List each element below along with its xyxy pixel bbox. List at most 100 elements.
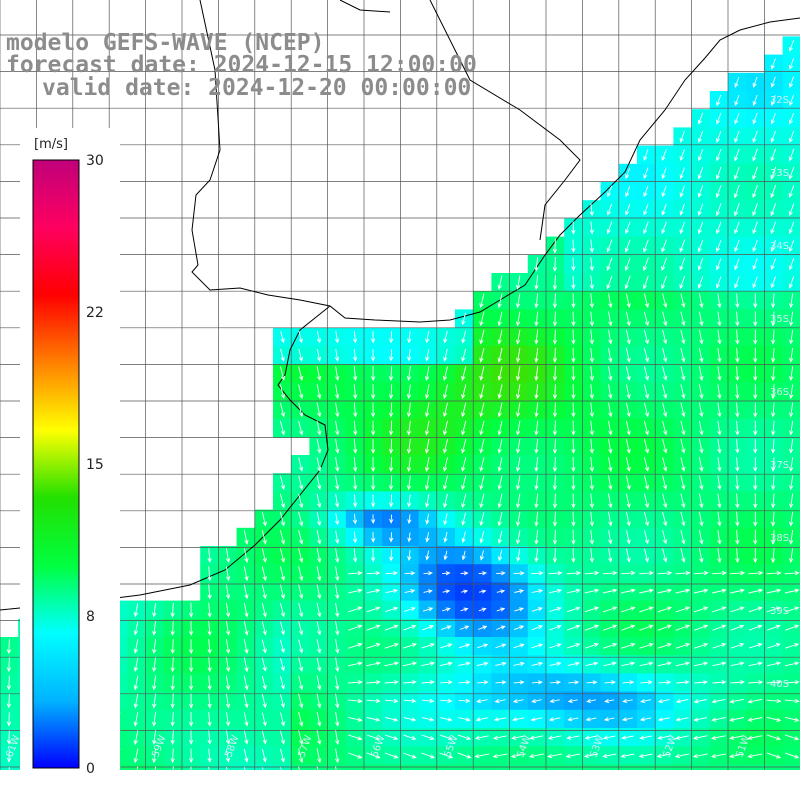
wind-arrow [366, 680, 381, 685]
wind-arrow [770, 112, 776, 125]
wind-arrow [298, 621, 304, 636]
wind-arrow [497, 457, 503, 472]
wind-arrow [625, 439, 631, 454]
wind-arrow [515, 329, 521, 345]
wind-arrow [662, 475, 668, 491]
wind-arrow [479, 550, 485, 561]
colorbar-tick-8: 8 [86, 609, 95, 625]
wind-arrow [423, 571, 433, 576]
wind-arrow [534, 420, 539, 436]
wind-arrow [626, 548, 631, 563]
wind-arrow [608, 493, 613, 509]
wind-arrow [207, 657, 212, 673]
wind-arrow [642, 257, 649, 272]
wind-arrow [752, 130, 758, 143]
wind-arrow [638, 753, 653, 759]
wind-arrow [639, 624, 654, 631]
wind-arrow [621, 624, 636, 631]
wind-arrow [548, 717, 561, 722]
wind-arrow [552, 238, 558, 254]
wind-arrow [534, 438, 539, 454]
wind-arrow [747, 735, 763, 740]
wind-arrow [662, 438, 668, 454]
wind-arrow [717, 311, 722, 327]
wind-arrow [388, 494, 394, 508]
wind-arrow [549, 661, 562, 666]
wind-arrow [531, 643, 544, 649]
wind-arrow [662, 293, 668, 309]
wind-arrow [680, 457, 686, 472]
wind-arrow [497, 420, 503, 436]
wind-arrow [403, 717, 417, 722]
wind-arrow [643, 457, 650, 472]
wind-arrow [461, 312, 467, 326]
wind-arrow [680, 420, 686, 436]
wind-arrow [589, 475, 595, 491]
wind-arrow [461, 348, 467, 362]
wind-arrow [530, 717, 543, 722]
wind-arrow [771, 548, 776, 564]
wind-arrow [366, 642, 381, 649]
wind-arrow [717, 493, 722, 509]
wind-arrow [353, 349, 358, 362]
wind-arrow [458, 661, 471, 666]
wind-arrow [514, 589, 525, 594]
wind-arrow [440, 625, 452, 631]
wind-arrow [461, 475, 467, 491]
wind-arrow [679, 185, 685, 198]
wind-arrow [424, 475, 430, 491]
wind-arrow [552, 311, 558, 327]
wind-arrow [334, 348, 340, 362]
wind-arrow [698, 548, 704, 563]
wind-arrow [586, 680, 598, 685]
wind-arrow [589, 311, 595, 327]
wind-arrow [461, 402, 467, 418]
wind-arrow [353, 438, 358, 454]
wind-arrow [626, 530, 631, 545]
wind-arrow [589, 384, 595, 400]
wind-arrow [552, 529, 558, 545]
wind-arrow [531, 570, 544, 576]
wind-arrow [497, 311, 503, 327]
wind-arrow [353, 366, 358, 382]
wind-arrow [643, 167, 649, 180]
wind-arrow [298, 330, 303, 344]
wind-arrow [697, 203, 704, 216]
wind-arrow [335, 548, 340, 564]
wind-arrow [154, 766, 157, 770]
wind-arrow [679, 221, 686, 235]
wind-arrow [441, 607, 451, 612]
wind-arrow [172, 766, 174, 770]
wind-arrow [643, 402, 650, 418]
wind-arrow [421, 717, 435, 722]
wind-arrow [679, 239, 686, 253]
wind-arrow [730, 606, 745, 613]
wind-arrow [752, 166, 758, 180]
wind-arrow [495, 643, 507, 649]
wind-arrow [716, 94, 722, 107]
wind-arrow [476, 680, 489, 685]
wind-arrow [675, 642, 691, 649]
wind-arrow [735, 511, 740, 527]
wind-arrow [207, 675, 212, 691]
wind-arrow [589, 221, 594, 235]
wind-arrow [497, 530, 503, 545]
wind-arrow [753, 511, 758, 527]
wind-arrow [603, 661, 617, 667]
wind-arrow [366, 752, 381, 759]
wind-arrow [136, 766, 139, 770]
colorbar-tick-15: 15 [86, 457, 104, 473]
wind-arrow [458, 698, 471, 704]
wind-arrow [6, 748, 12, 763]
wind-arrow [316, 602, 322, 618]
forecast-date: forecast date: 2024-12-15 12:00:00 [6, 52, 477, 78]
wind-arrow [766, 698, 782, 704]
wind-arrow [243, 748, 249, 763]
wind-arrow [770, 148, 777, 162]
wind-arrow [457, 771, 470, 776]
wind-arrow [261, 639, 267, 654]
wind-arrow [693, 588, 709, 594]
wind-arrow [261, 712, 267, 727]
wind-arrow [280, 639, 285, 654]
wind-arrow [643, 348, 650, 363]
